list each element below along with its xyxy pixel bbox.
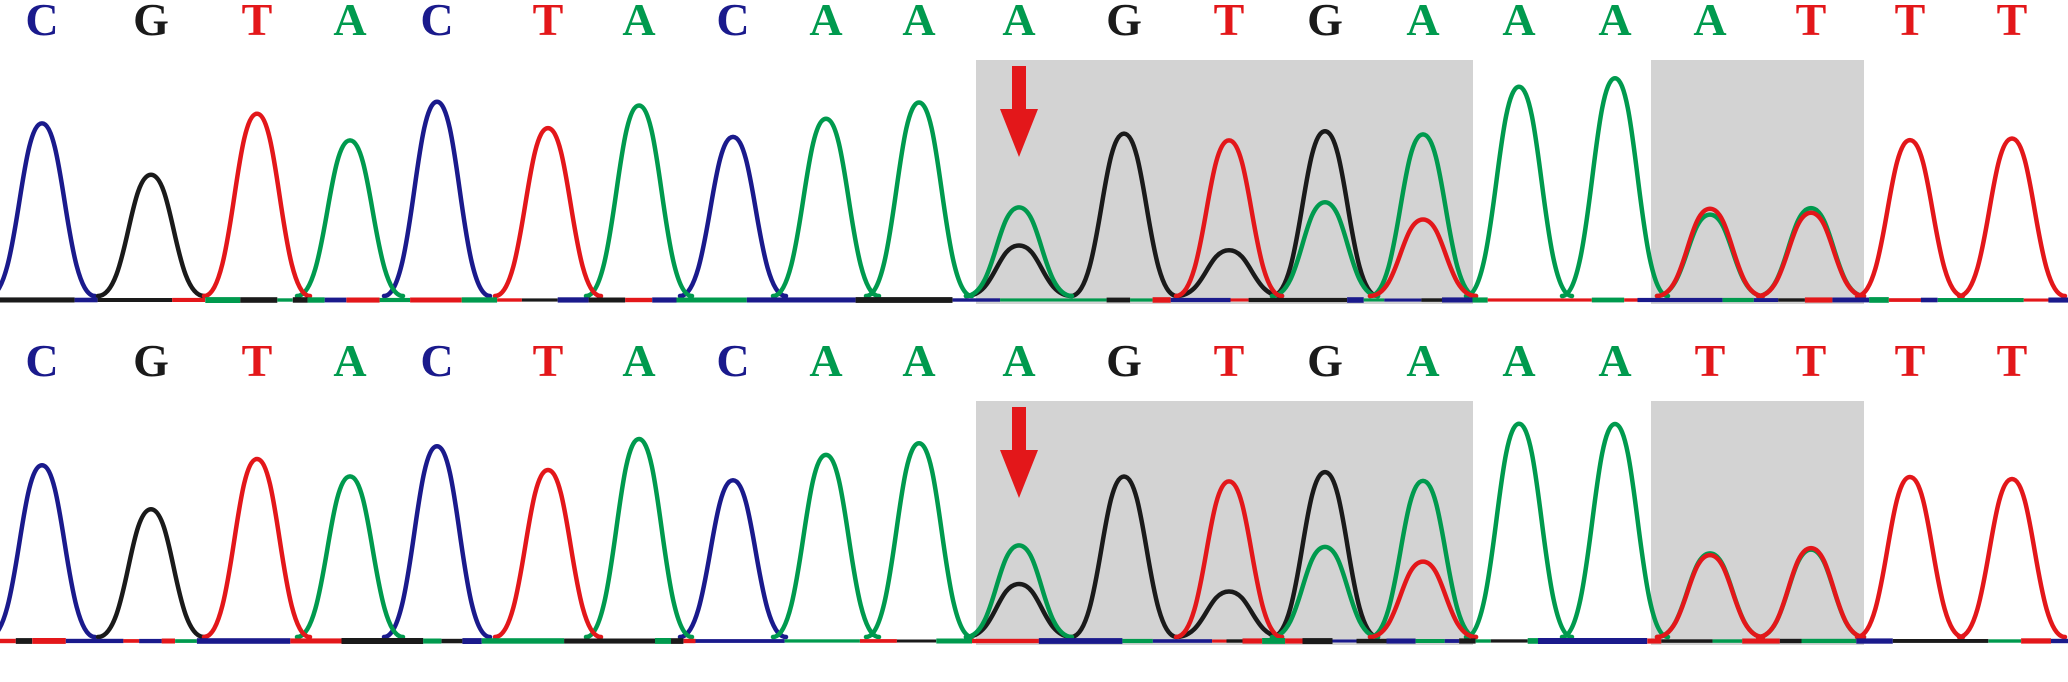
svg-text:A: A [902, 0, 935, 45]
svg-text:T: T [1796, 0, 1827, 45]
svg-text:G: G [1106, 341, 1142, 386]
svg-text:T: T [1796, 341, 1827, 386]
svg-text:G: G [1307, 341, 1343, 386]
svg-text:C: C [420, 341, 453, 386]
svg-text:G: G [1106, 0, 1142, 45]
svg-text:T: T [1214, 0, 1245, 45]
svg-text:A: A [1598, 341, 1631, 386]
svg-text:T: T [242, 0, 273, 45]
svg-text:C: C [716, 0, 749, 45]
svg-text:T: T [1895, 0, 1926, 45]
svg-text:A: A [902, 341, 935, 386]
svg-text:C: C [25, 0, 58, 45]
svg-text:T: T [1214, 341, 1245, 386]
svg-text:G: G [133, 341, 169, 386]
svg-text:G: G [1307, 0, 1343, 45]
svg-text:A: A [1406, 341, 1439, 386]
svg-text:T: T [1895, 341, 1926, 386]
svg-text:A: A [333, 0, 366, 45]
svg-text:A: A [622, 341, 655, 386]
svg-text:A: A [809, 341, 842, 386]
svg-text:A: A [809, 0, 842, 45]
svg-text:A: A [1002, 341, 1035, 386]
svg-text:A: A [1502, 341, 1535, 386]
svg-text:T: T [1997, 0, 2028, 45]
svg-text:A: A [1598, 0, 1631, 45]
svg-text:A: A [1002, 0, 1035, 45]
svg-text:T: T [242, 341, 273, 386]
svg-text:A: A [1502, 0, 1535, 45]
svg-text:T: T [1695, 341, 1726, 386]
svg-text:T: T [1997, 341, 2028, 386]
svg-text:C: C [420, 0, 453, 45]
svg-text:A: A [1406, 0, 1439, 45]
svg-text:A: A [1693, 0, 1726, 45]
svg-text:C: C [25, 341, 58, 386]
svg-text:C: C [716, 341, 749, 386]
svg-text:A: A [622, 0, 655, 45]
svg-text:G: G [133, 0, 169, 45]
svg-text:T: T [533, 0, 564, 45]
svg-text:T: T [533, 341, 564, 386]
svg-text:A: A [333, 341, 366, 386]
